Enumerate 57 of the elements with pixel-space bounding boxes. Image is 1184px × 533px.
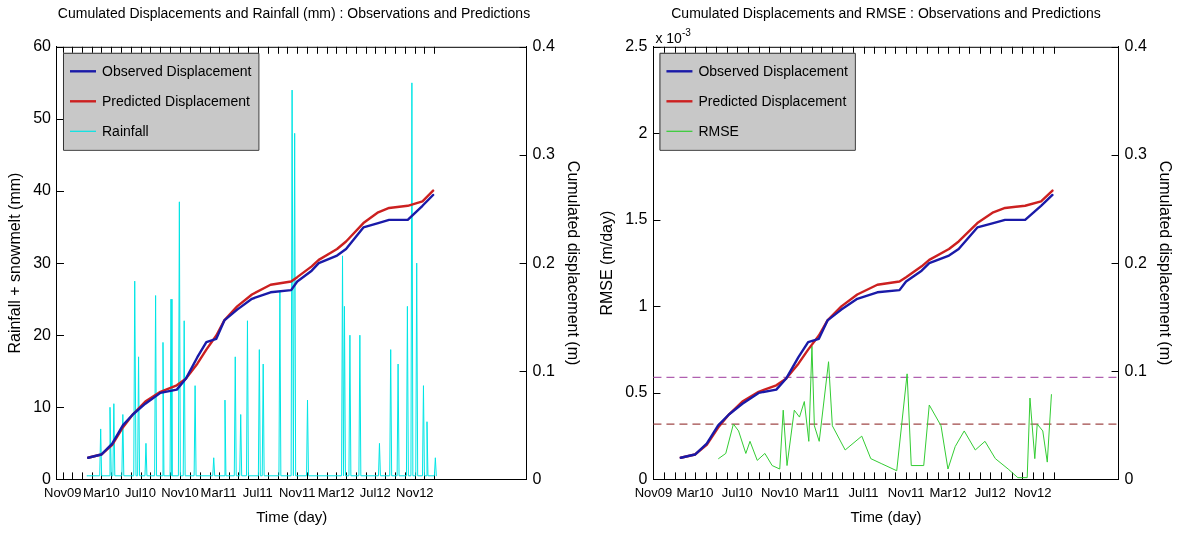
chart-title: Cumulated Displacements and RMSE : Observations and Predictions	[671, 5, 1101, 22]
x-tick-label: Nov11	[278, 484, 316, 500]
legend-label: Predicted Displacement	[698, 93, 847, 110]
x-axis-title: Time (day)	[850, 508, 922, 526]
y2-tick-label: 0	[532, 469, 542, 487]
y2-axis-title: Cumulated displacement (m)	[564, 160, 582, 366]
x-tick-label: Nov10	[161, 484, 199, 500]
y-tick-label: 50	[33, 109, 52, 127]
y-tick-label: 2.5	[625, 37, 648, 55]
y-tick-label: 10	[33, 397, 52, 415]
y-tick-label: 0.5	[625, 383, 648, 401]
x-tick-label: Nov09	[634, 484, 673, 500]
y-tick-label: 1	[638, 296, 648, 314]
y-axis-title: Rainfall + snowmelt (mm)	[6, 172, 24, 354]
legend-label: Observed Displacement	[698, 63, 848, 80]
x-tick-label: Mar11	[200, 484, 237, 500]
y2-axis-title: Cumulated displacement (m)	[1156, 160, 1174, 366]
y-axis-title: RMSE (m/day)	[598, 210, 616, 316]
x-axis-title: Time (day)	[256, 508, 328, 526]
legend-label: RMSE	[698, 123, 739, 140]
y2-tick-label: 0.1	[532, 361, 555, 379]
y-tick-label: 60	[33, 37, 52, 55]
x-tick-label: Mar10	[676, 484, 714, 500]
x-tick-label: Nov11	[887, 484, 925, 500]
y2-tick-label: 0.4	[532, 37, 555, 55]
y2-tick-label: 0.4	[1124, 37, 1147, 55]
legend-label: Observed Displacement	[102, 63, 252, 80]
x-tick-label: Jul12	[359, 484, 391, 500]
chart-title: Cumulated Displacements and Rainfall (mm) : Observations and Predictions	[57, 5, 531, 22]
x-tick-label: Jul12	[974, 484, 1006, 500]
y-tick-label: 0	[42, 469, 52, 487]
y2-tick-label: 0.3	[1124, 145, 1147, 163]
y-tick-label: 0	[638, 469, 648, 487]
y2-tick-label: 0.1	[1124, 361, 1147, 379]
y2-tick-label: 0.2	[532, 253, 555, 271]
y-tick-label: 30	[33, 253, 52, 271]
y2-tick-label: 0	[1124, 469, 1134, 487]
x-tick-label: Nov12	[396, 484, 434, 500]
x-tick-label: Jul10	[124, 484, 157, 500]
y2-tick-label: 0.3	[532, 145, 555, 163]
x-tick-label: Mar12	[317, 484, 355, 500]
y2-tick-label: 0.2	[1124, 253, 1147, 271]
x-tick-label: Mar10	[82, 484, 120, 500]
x-tick-label: Nov09	[43, 484, 82, 500]
x-tick-label: Jul10	[721, 484, 753, 500]
x-tick-label: Mar11	[803, 484, 840, 500]
x-tick-label: Nov12	[1013, 484, 1052, 500]
y-tick-label: 40	[33, 181, 52, 199]
x-tick-label: Mar12	[929, 484, 967, 500]
legend-label: Predicted Displacement	[102, 93, 250, 110]
x-tick-label: Nov10	[760, 484, 799, 500]
x-tick-label: Jul11	[848, 484, 879, 500]
y-tick-label: 20	[33, 325, 52, 343]
x-tick-label: Jul11	[242, 484, 273, 500]
legend-label: Rainfall	[102, 123, 149, 140]
y-tick-label: 2	[638, 123, 648, 141]
y-tick-label: 1.5	[625, 210, 648, 228]
